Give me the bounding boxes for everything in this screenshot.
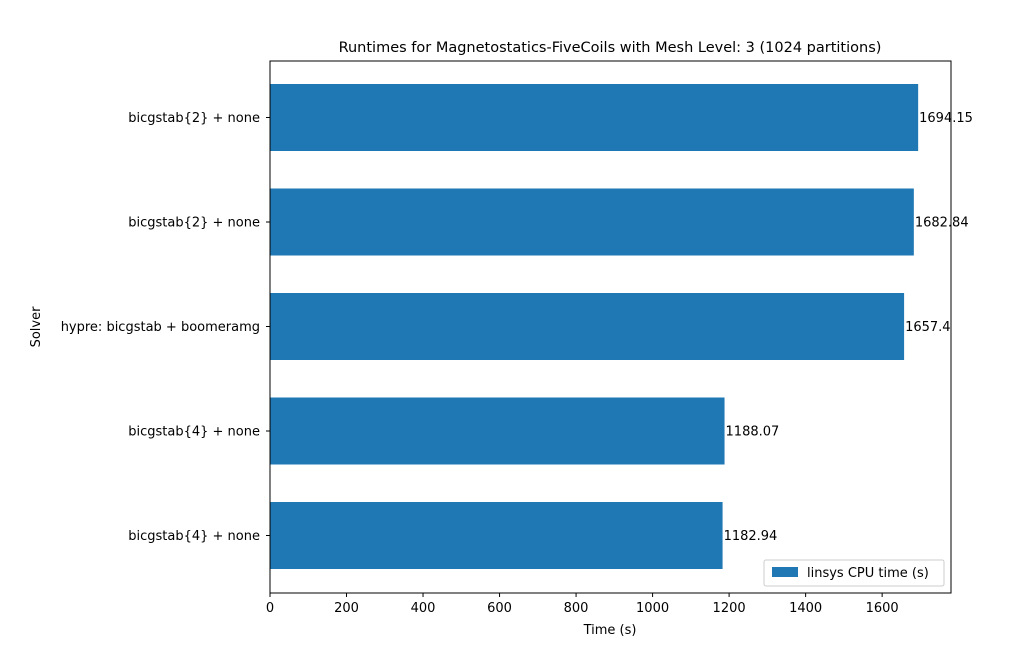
legend-label: linsys CPU time (s): [807, 566, 929, 581]
x-tick-label: 600: [487, 601, 512, 616]
bar: [270, 188, 914, 256]
x-tick-label: 200: [334, 601, 359, 616]
bar-value-label: 1188.07: [726, 425, 780, 440]
x-axis: 0 200 400 600 800 1000 1200 1400 1600: [266, 593, 899, 616]
x-tick-label: 1200: [713, 601, 746, 616]
x-tick-label: 1600: [866, 601, 899, 616]
x-tick-label: 800: [564, 601, 589, 616]
y-tick-label: hypre: bicgstab + boomeramg: [61, 320, 260, 335]
x-axis-label: Time (s): [583, 623, 637, 638]
bar: [270, 502, 723, 569]
chart-title: Runtimes for Magnetostatics-FiveCoils wi…: [339, 40, 882, 56]
x-tick-label: 0: [266, 601, 274, 616]
y-tick-label: bicgstab{2} + none: [128, 111, 260, 126]
bar-value-label: 1682.84: [915, 216, 969, 231]
y-axis-label: Solver: [29, 306, 44, 348]
legend-swatch: [772, 567, 798, 577]
y-axis: bicgstab{2} + none bicgstab{2} + none hypr…: [61, 111, 270, 544]
value-labels-layer: 1694.15 1682.84 1657.4 1188.07 1182.94: [724, 111, 973, 544]
y-tick-label: bicgstab{4} + none: [128, 529, 260, 544]
y-tick-label: bicgstab{2} + none: [128, 216, 260, 231]
bar: [270, 293, 905, 360]
bars-layer: [270, 84, 919, 569]
bar-value-label: 1694.15: [919, 111, 973, 126]
legend: linsys CPU time (s): [763, 559, 945, 587]
x-tick-label: 400: [411, 601, 436, 616]
legend-frame: [763, 559, 945, 587]
bar-value-label: 1657.4: [905, 320, 951, 335]
bar-value-label: 1182.94: [724, 529, 778, 544]
x-tick-label: 1000: [636, 601, 669, 616]
bar: [270, 84, 919, 151]
bar: [270, 397, 725, 465]
x-tick-label: 1400: [789, 601, 822, 616]
y-tick-label: bicgstab{4} + none: [128, 425, 260, 440]
